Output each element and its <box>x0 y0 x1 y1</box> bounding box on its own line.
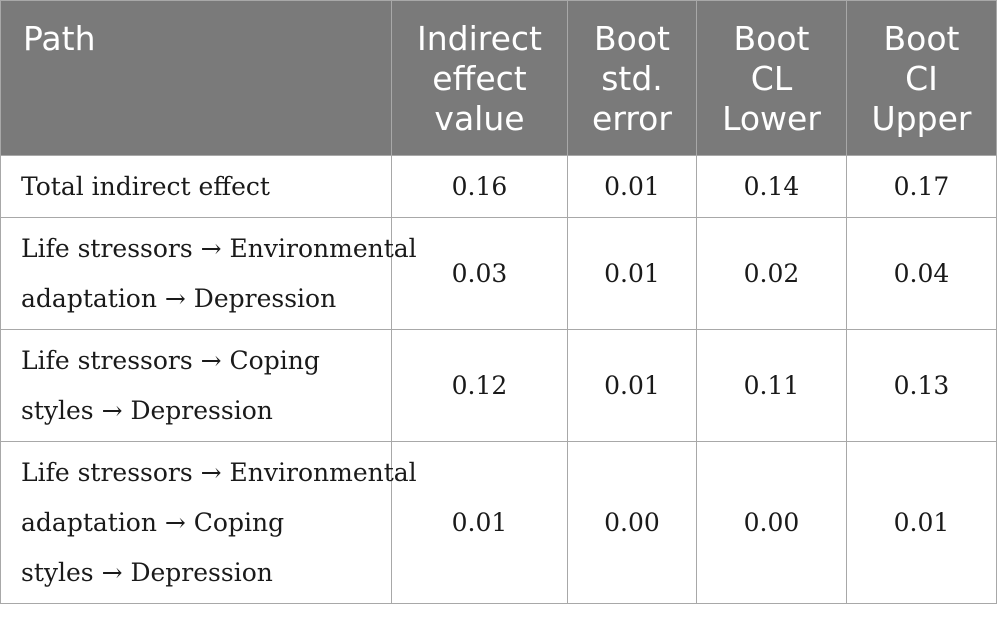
indirect-effect-value-cell: 0.12 <box>391 329 568 442</box>
header-line: Upper <box>871 99 972 138</box>
path-cell: Life stressors → Coping styles → Depress… <box>0 329 392 442</box>
boot-std-error-cell: 0.00 <box>567 441 697 604</box>
header-line: CI <box>905 59 938 98</box>
table-row: Life stressors → Environmental adaptatio… <box>0 217 997 330</box>
boot-cl-lower-cell: 0.11 <box>696 329 847 442</box>
header-line: value <box>434 99 525 138</box>
header-line: CL <box>750 59 793 98</box>
indirect-effects-table: Path Indirect effect value Boot std. err… <box>0 0 997 604</box>
path-cell: Life stressors → Environmental adaptatio… <box>0 441 417 604</box>
boot-ci-upper-cell: 0.04 <box>846 217 997 330</box>
table-header: Path Indirect effect value Boot std. err… <box>0 0 997 156</box>
header-boot-cl-lower: Boot CL Lower <box>696 0 847 156</box>
boot-cl-lower-cell: 0.02 <box>696 217 847 330</box>
path-line: adaptation → Depression <box>21 283 337 313</box>
header-boot-ci-upper: Boot CI Upper <box>846 0 997 156</box>
boot-cl-lower-cell: 0.00 <box>696 441 847 604</box>
path-line: styles → Depression <box>21 557 273 587</box>
header-row: Path Indirect effect value Boot std. err… <box>0 0 997 156</box>
header-line: Boot <box>733 19 810 58</box>
header-path: Path <box>0 0 392 156</box>
boot-std-error-cell: 0.01 <box>567 217 697 330</box>
header-line: Boot <box>883 19 960 58</box>
path-cell: Total indirect effect <box>0 155 392 218</box>
path-line: Total indirect effect <box>21 171 270 201</box>
header-line: Lower <box>722 99 821 138</box>
boot-ci-upper-cell: 0.13 <box>846 329 997 442</box>
table-row: Total indirect effect 0.16 0.01 0.14 0.1… <box>0 155 997 218</box>
path-line: styles → Depression <box>21 395 273 425</box>
path-line: adaptation → Coping <box>21 507 285 537</box>
boot-std-error-cell: 0.01 <box>567 155 697 218</box>
table-row: Life stressors → Coping styles → Depress… <box>0 329 997 442</box>
table-row: Life stressors → Environmental adaptatio… <box>0 441 997 604</box>
header-line: std. <box>601 59 663 98</box>
boot-cl-lower-cell: 0.14 <box>696 155 847 218</box>
path-cell: Life stressors → Environmental adaptatio… <box>0 217 417 330</box>
header-boot-std-error: Boot std. error <box>567 0 697 156</box>
boot-std-error-cell: 0.01 <box>567 329 697 442</box>
path-line: Life stressors → Coping <box>21 345 320 375</box>
indirect-effect-value-cell: 0.01 <box>391 441 568 604</box>
path-line: Life stressors → Environmental <box>21 233 417 263</box>
indirect-effect-value-cell: 0.03 <box>391 217 568 330</box>
boot-ci-upper-cell: 0.17 <box>846 155 997 218</box>
header-line: error <box>592 99 672 138</box>
header-line: Indirect <box>417 19 542 58</box>
header-path-line: Path <box>23 19 96 58</box>
header-indirect-effect-value: Indirect effect value <box>391 0 568 156</box>
table-body: Total indirect effect 0.16 0.01 0.14 0.1… <box>0 155 997 604</box>
boot-ci-upper-cell: 0.01 <box>846 441 997 604</box>
header-line: Boot <box>594 19 670 58</box>
path-line: Life stressors → Environmental <box>21 457 417 487</box>
indirect-effect-value-cell: 0.16 <box>391 155 568 218</box>
header-line: effect <box>432 59 527 98</box>
